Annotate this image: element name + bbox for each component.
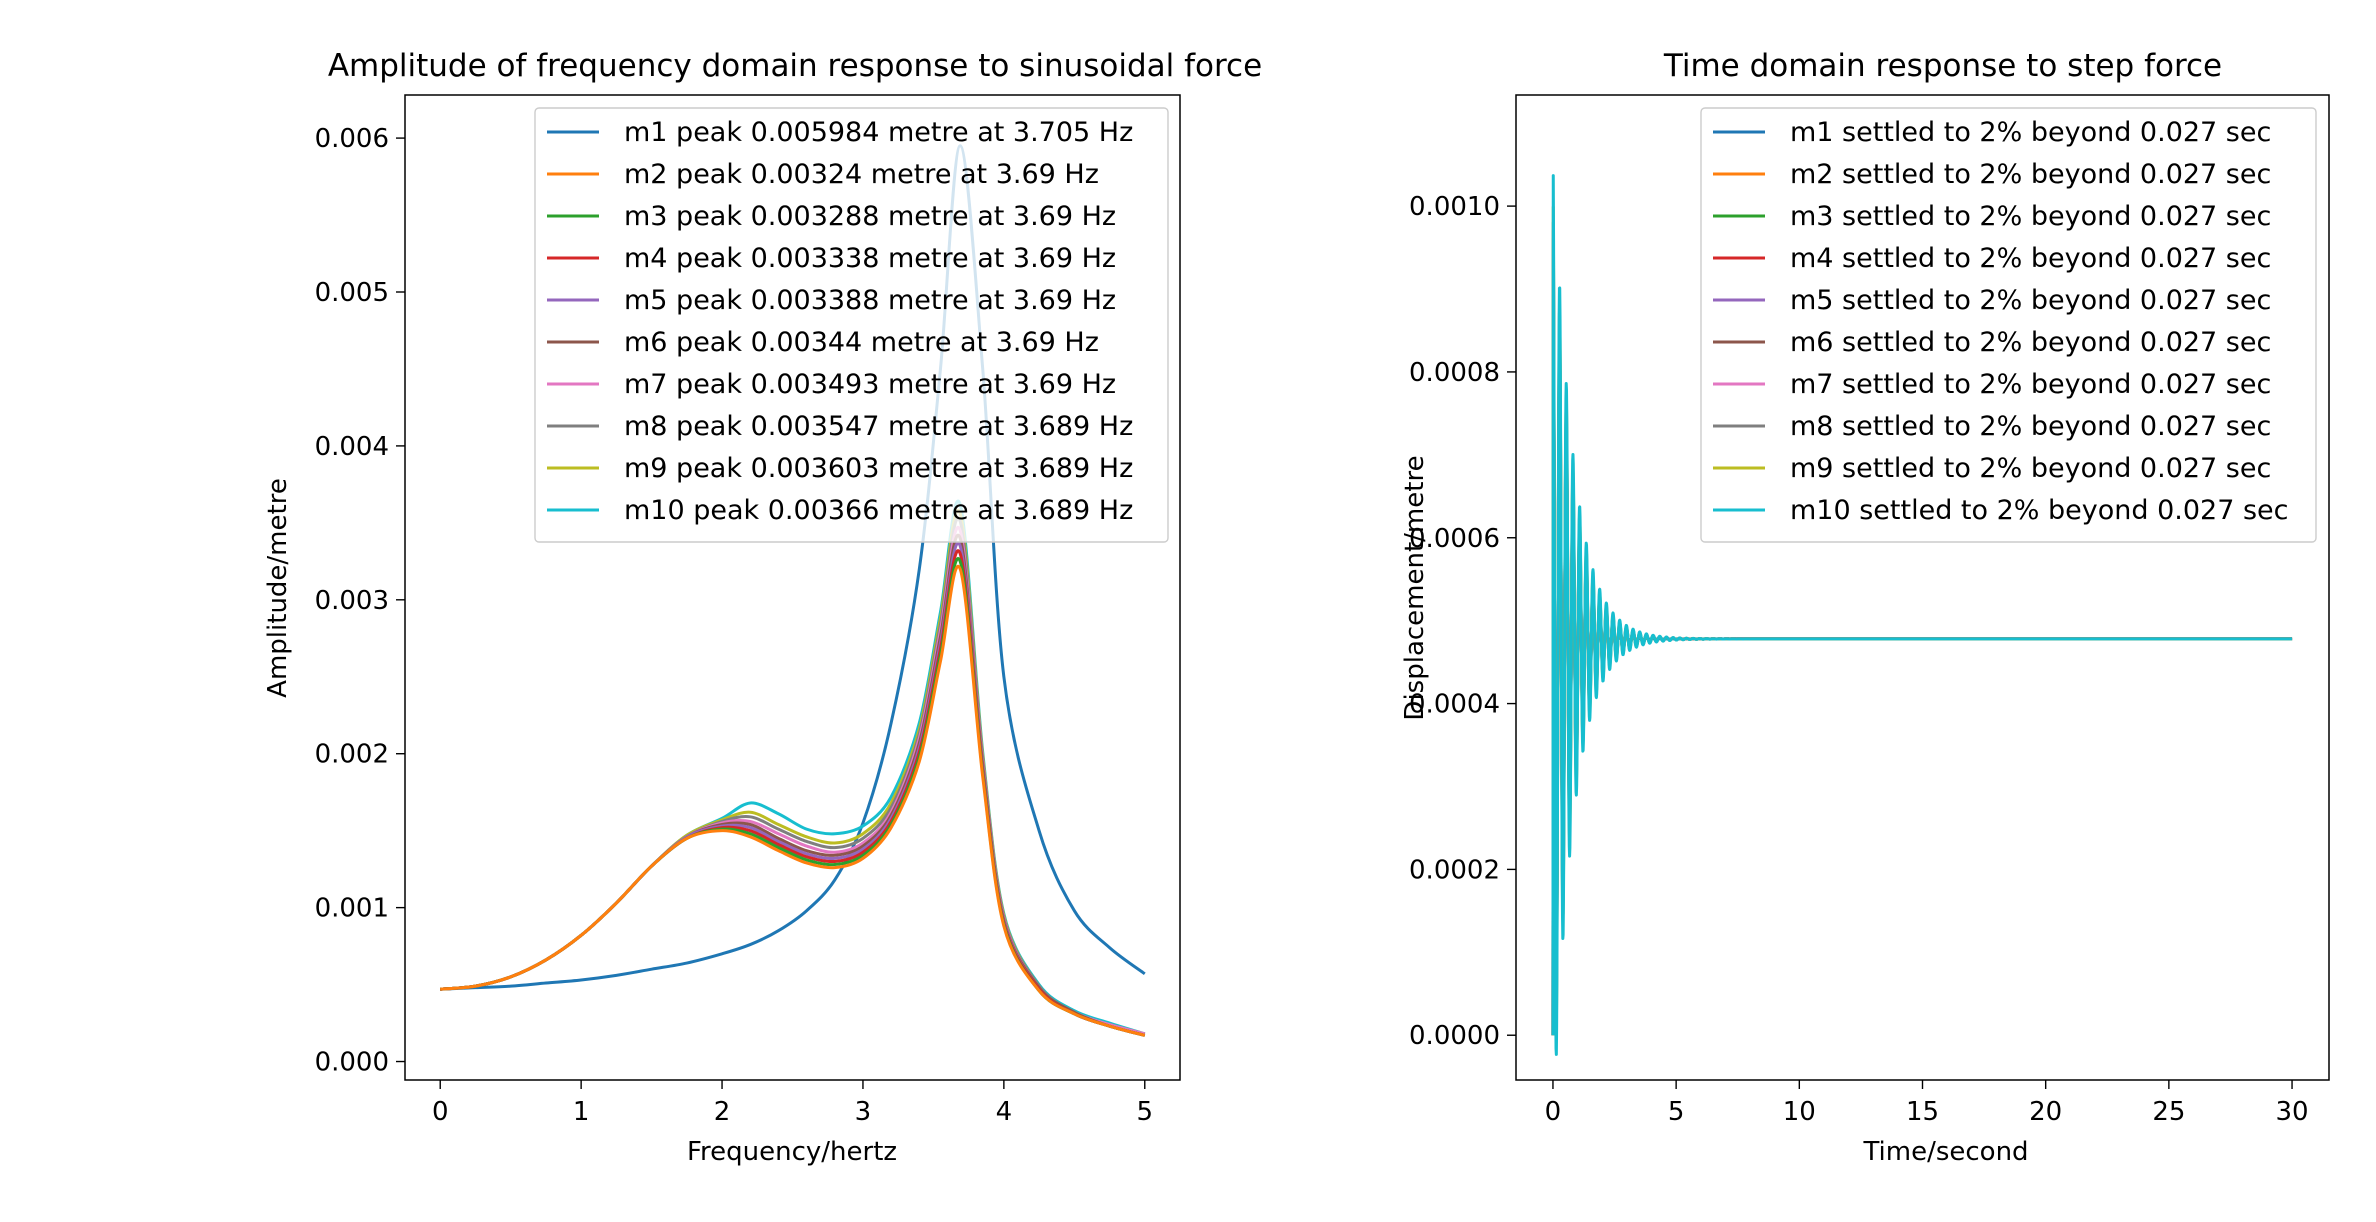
legend-box	[534, 107, 1169, 543]
x-tick-label: 2	[714, 1097, 731, 1127]
x-tick-label: 30	[2275, 1097, 2308, 1127]
legend-entry: m10 settled to 2% beyond 0.027 sec	[1790, 495, 2289, 526]
series-lines	[440, 144, 1146, 1037]
x-axis-ticks: 0 5 10 15 20 25 30	[1545, 1080, 2309, 1127]
x-tick-label: 3	[855, 1097, 872, 1127]
series-line-1	[440, 144, 1146, 991]
legend-entry: m6 settled to 2% beyond 0.027 sec	[1790, 327, 2271, 358]
y-tick-label: 0.0002	[1409, 855, 1500, 885]
legend-entry: m7 settled to 2% beyond 0.027 sec	[1790, 369, 2271, 400]
legend-entry: m5 settled to 2% beyond 0.027 sec	[1790, 285, 2271, 316]
legend-entry: m9 peak 0.003603 metre at 3.689 Hz	[624, 453, 1133, 484]
y-tick-label: 0.003	[315, 586, 389, 616]
legend: m1 settled to 2% beyond 0.027 sec m2 sett…	[1700, 107, 2317, 543]
legend-entry: m3 peak 0.003288 metre at 3.69 Hz	[624, 201, 1116, 232]
x-axis-label: Time/second	[1862, 1137, 2028, 1167]
legend-entry: m3 settled to 2% beyond 0.027 sec	[1790, 201, 2271, 232]
y-axis-label: Amplitude/metre	[263, 478, 293, 698]
y-tick-label: 0.000	[315, 1048, 389, 1078]
y-axis-ticks: 0.000 0.001 0.002 0.003 0.004 0.005 0.006	[315, 124, 405, 1078]
legend-entry: m8 settled to 2% beyond 0.027 sec	[1790, 411, 2271, 442]
y-tick-label: 0.0000	[1409, 1021, 1500, 1051]
x-tick-label: 0	[432, 1097, 449, 1127]
legend-entry: m2 peak 0.00324 metre at 3.69 Hz	[624, 159, 1099, 190]
y-tick-label: 0.0004	[1409, 690, 1500, 720]
y-axis-label: Displacement/metre	[1400, 455, 1430, 720]
legend-entry: m4 peak 0.003338 metre at 3.69 Hz	[624, 243, 1116, 274]
x-tick-label: 25	[2152, 1097, 2185, 1127]
chart-title: Amplitude of frequency domain response t…	[328, 48, 1262, 84]
x-axis-ticks: 0 1 2 3 4 5	[432, 1080, 1153, 1127]
y-tick-label: 0.006	[315, 124, 389, 154]
series-lines	[1551, 174, 2294, 1056]
x-tick-label: 5	[1668, 1097, 1685, 1127]
y-axis-ticks: 0.0000 0.0002 0.0004 0.0006 0.0008 0.0010	[1409, 192, 1516, 1051]
y-tick-label: 0.005	[315, 278, 389, 308]
legend-entry: m9 settled to 2% beyond 0.027 sec	[1790, 453, 2271, 484]
y-tick-label: 0.0010	[1409, 192, 1500, 222]
legend-entry: m1 settled to 2% beyond 0.027 sec	[1790, 117, 2271, 148]
x-tick-label: 10	[1783, 1097, 1816, 1127]
legend-entry: m7 peak 0.003493 metre at 3.69 Hz	[624, 369, 1116, 400]
y-tick-label: 0.001	[315, 894, 389, 924]
y-tick-label: 0.004	[315, 432, 389, 462]
x-tick-label: 4	[996, 1097, 1013, 1127]
legend-entry: m5 peak 0.003388 metre at 3.69 Hz	[624, 285, 1116, 316]
x-tick-label: 5	[1136, 1097, 1153, 1127]
chart-title: Time domain response to step force	[1663, 48, 2222, 84]
x-tick-label: 1	[573, 1097, 590, 1127]
x-tick-label: 0	[1545, 1097, 1562, 1127]
y-tick-label: 0.002	[315, 740, 389, 770]
legend-entry: m2 settled to 2% beyond 0.027 sec	[1790, 159, 2271, 190]
series-line-10	[1551, 174, 2294, 1056]
series-line-2	[440, 564, 1146, 1037]
legend-entry: m6 peak 0.00344 metre at 3.69 Hz	[624, 327, 1099, 358]
legend-box	[1700, 107, 2317, 543]
frequency-response-chart: Amplitude of frequency domain response t…	[263, 48, 1262, 1167]
y-tick-label: 0.0008	[1409, 358, 1500, 388]
y-tick-label: 0.0006	[1409, 524, 1500, 554]
legend-entry: m10 peak 0.00366 metre at 3.689 Hz	[624, 495, 1133, 526]
x-tick-label: 20	[2029, 1097, 2062, 1127]
legend-entry: m1 peak 0.005984 metre at 3.705 Hz	[624, 117, 1133, 148]
legend-entry: m8 peak 0.003547 metre at 3.689 Hz	[624, 411, 1133, 442]
x-axis-label: Frequency/hertz	[687, 1137, 897, 1167]
legend-entry: m4 settled to 2% beyond 0.027 sec	[1790, 243, 2271, 274]
legend: m1 peak 0.005984 metre at 3.705 Hz m2 pea…	[534, 107, 1169, 543]
x-tick-label: 15	[1906, 1097, 1939, 1127]
plot-frame	[404, 94, 1181, 1081]
step-response-chart: Time domain response to step force 0 5 10 1…	[1400, 48, 2330, 1167]
